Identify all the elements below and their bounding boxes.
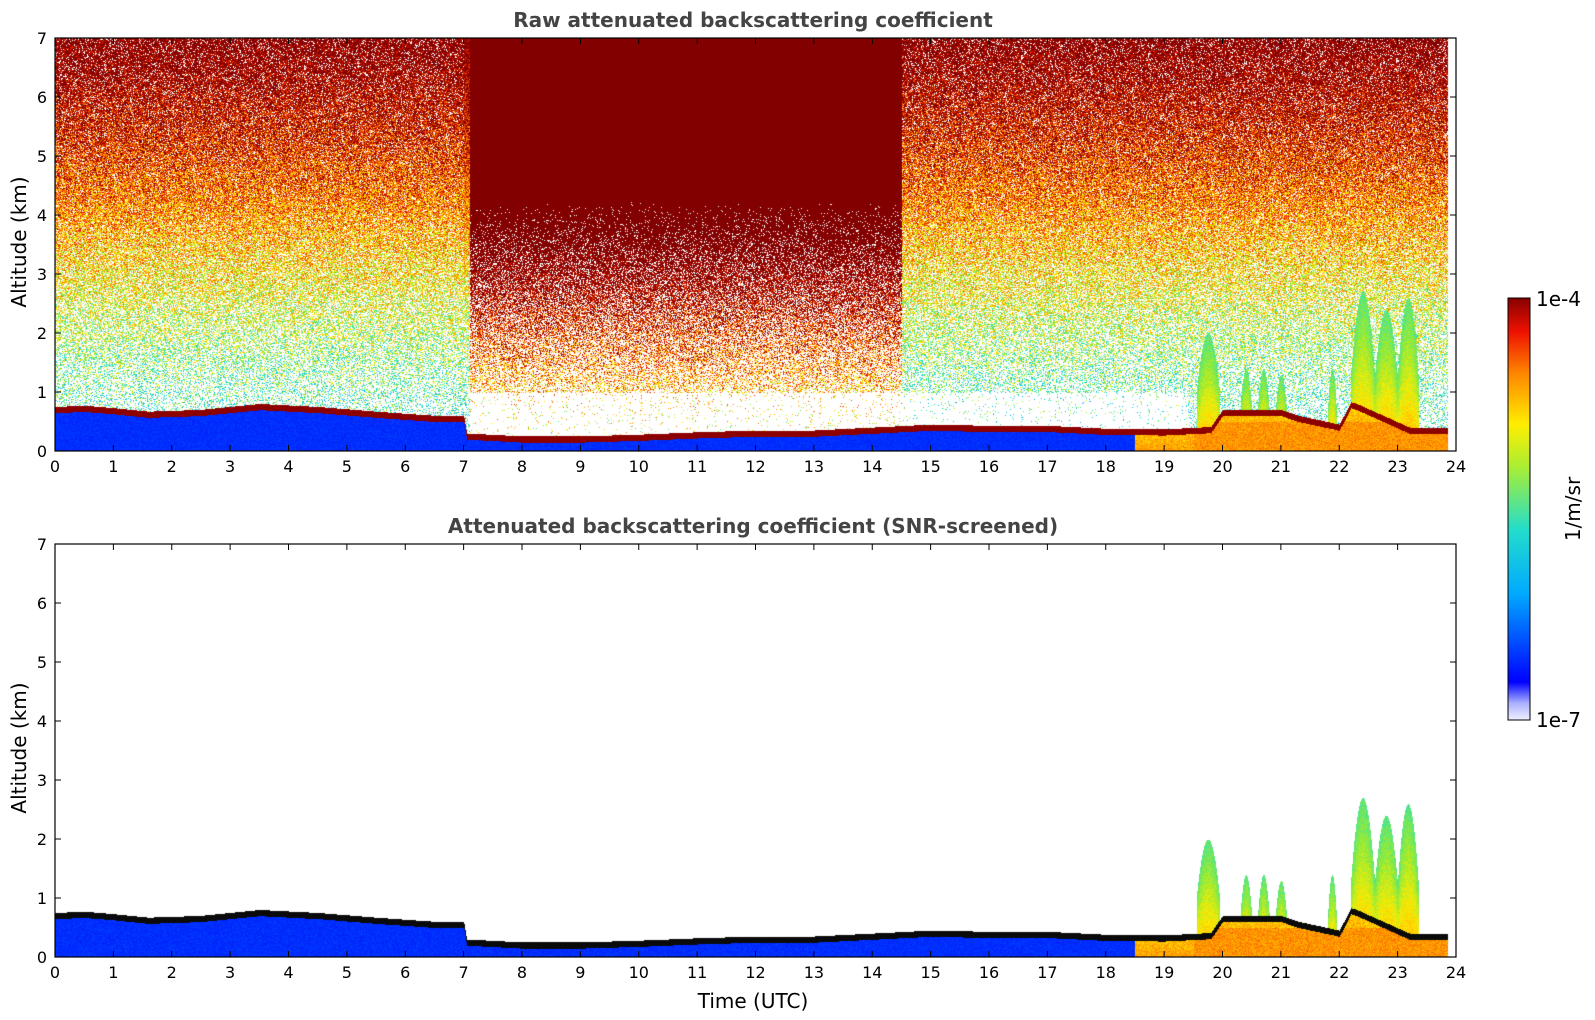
screened-x-tick-label: 7 (459, 963, 469, 982)
screened-y-tick-label: 2 (37, 830, 47, 849)
screened-x-tick-label: 12 (745, 963, 765, 982)
screened-x-tick-label: 11 (687, 963, 707, 982)
raw-x-tick-label: 24 (1446, 457, 1466, 476)
raw-x-tick-label: 0 (50, 457, 60, 476)
raw-x-tick-label: 9 (575, 457, 585, 476)
raw-axes: 0 1 2 3 4 5 6 7 8 9 10 11 12 13 14 15 16 17 18 19 20 21 22 23 24… (37, 29, 1466, 476)
screened-axes: 0 1 2 3 4 5 6 7 8 9 10 11 12 13 14 15 16 17 18 19 20 21 22 23 24… (37, 535, 1466, 982)
screened-y-tick-label: 0 (37, 948, 47, 967)
raw-x-tick-label: 19 (1154, 457, 1174, 476)
screened-x-tick-label: 6 (400, 963, 410, 982)
raw-x-tick-label: 10 (629, 457, 649, 476)
screened-heatmap (55, 544, 1456, 957)
raw-y-tick-label: 4 (37, 206, 47, 225)
screened-x-tick-label: 5 (342, 963, 352, 982)
raw-x-tick-label: 2 (167, 457, 177, 476)
raw-x-tick-label: 12 (745, 457, 765, 476)
screened-x-tick-label: 14 (862, 963, 882, 982)
raw-x-tick-label: 16 (979, 457, 999, 476)
raw-x-tick-label: 15 (920, 457, 940, 476)
screened-x-tick-label: 18 (1096, 963, 1116, 982)
screened-backscatter-panel: Attenuated backscattering coefficient (S… (7, 514, 1466, 1013)
raw-x-tick-label: 13 (804, 457, 824, 476)
raw-x-tick-label: 3 (225, 457, 235, 476)
raw-x-tick-label: 7 (459, 457, 469, 476)
raw-heatmap (55, 38, 1456, 451)
raw-y-tick-label: 5 (37, 147, 47, 166)
screened-x-tick-label: 9 (575, 963, 585, 982)
screened-x-tick-label: 13 (804, 963, 824, 982)
screened-x-tick-label: 15 (920, 963, 940, 982)
raw-panel-title: Raw attenuated backscattering coefficien… (513, 8, 993, 32)
raw-x-tick-label: 11 (687, 457, 707, 476)
colorbar-max-label: 1e-4 (1536, 287, 1581, 311)
screened-panel-title: Attenuated backscattering coefficient (S… (448, 514, 1058, 538)
raw-x-tick-label: 4 (283, 457, 293, 476)
raw-y-tick-label: 3 (37, 265, 47, 284)
screened-y-axis-label: Altitude (km) (7, 682, 31, 813)
raw-x-tick-label: 14 (862, 457, 882, 476)
screened-x-tick-label: 4 (283, 963, 293, 982)
raw-y-tick-label: 0 (37, 442, 47, 461)
screened-x-tick-label: 22 (1329, 963, 1349, 982)
raw-y-axis-label: Altitude (km) (7, 176, 31, 307)
screened-x-tick-label: 8 (517, 963, 527, 982)
raw-x-tick-label: 20 (1212, 457, 1232, 476)
screened-y-tick-label: 1 (37, 889, 47, 908)
screened-x-tick-label: 20 (1212, 963, 1232, 982)
raw-x-tick-label: 18 (1096, 457, 1116, 476)
screened-y-tick-label: 7 (37, 535, 47, 554)
screened-x-tick-label: 17 (1037, 963, 1057, 982)
raw-x-tick-label: 22 (1329, 457, 1349, 476)
screened-x-tick-label: 0 (50, 963, 60, 982)
colorbar-units-label: 1/m/sr (1561, 476, 1585, 541)
raw-y-tick-label: 7 (37, 29, 47, 48)
raw-x-tick-label: 21 (1271, 457, 1291, 476)
screened-x-tick-label: 3 (225, 963, 235, 982)
screened-heatmap-image (55, 544, 1456, 957)
screened-y-tick-label: 5 (37, 653, 47, 672)
raw-backscatter-panel: Raw attenuated backscattering coefficien… (7, 8, 1466, 476)
x-axis-label: Time (UTC) (697, 989, 809, 1013)
screened-x-tick-label: 1 (108, 963, 118, 982)
raw-x-tick-label: 6 (400, 457, 410, 476)
raw-y-tick-label: 2 (37, 324, 47, 343)
screened-y-tick-label: 3 (37, 771, 47, 790)
screened-x-tick-label: 2 (167, 963, 177, 982)
screened-x-tick-label: 21 (1271, 963, 1291, 982)
colorbar-gradient (1507, 297, 1531, 721)
raw-x-tick-label: 8 (517, 457, 527, 476)
colorbar: 1e-4 1e-7 1/m/sr (1507, 287, 1585, 732)
raw-x-tick-label: 17 (1037, 457, 1057, 476)
screened-y-tick-label: 6 (37, 594, 47, 613)
screened-x-tick-label: 10 (629, 963, 649, 982)
raw-x-tick-label: 23 (1387, 457, 1407, 476)
screened-y-tick-label: 4 (37, 712, 47, 731)
raw-heatmap-image (55, 38, 1456, 451)
screened-x-tick-label: 19 (1154, 963, 1174, 982)
raw-y-tick-label: 6 (37, 88, 47, 107)
raw-x-tick-label: 1 (108, 457, 118, 476)
raw-x-tick-label: 5 (342, 457, 352, 476)
raw-y-tick-label: 1 (37, 383, 47, 402)
colorbar-min-label: 1e-7 (1536, 708, 1581, 732)
screened-x-tick-label: 24 (1446, 963, 1466, 982)
screened-x-tick-label: 23 (1387, 963, 1407, 982)
screened-x-tick-label: 16 (979, 963, 999, 982)
